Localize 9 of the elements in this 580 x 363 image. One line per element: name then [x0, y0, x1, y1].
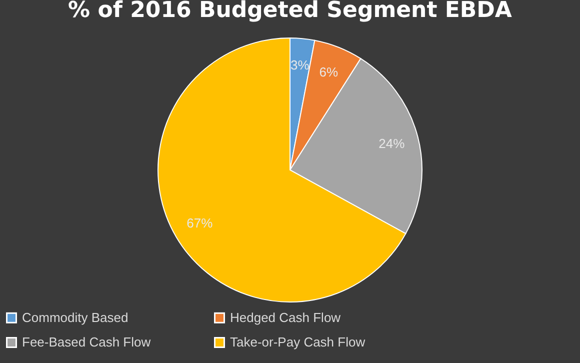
data-label: 3% — [290, 57, 310, 72]
legend-label: Take-or-Pay Cash Flow — [230, 334, 366, 350]
legend-label: Fee-Based Cash Flow — [22, 334, 152, 350]
data-label: 6% — [319, 64, 338, 80]
legend-label: Hedged Cash Flow — [230, 310, 342, 325]
chart-title: % of 2016 Budgeted Segment EBDA — [68, 0, 512, 23]
data-label: 67% — [186, 215, 214, 230]
data-label: 24% — [378, 136, 406, 151]
legend-label: Commodity Based — [22, 310, 128, 325]
